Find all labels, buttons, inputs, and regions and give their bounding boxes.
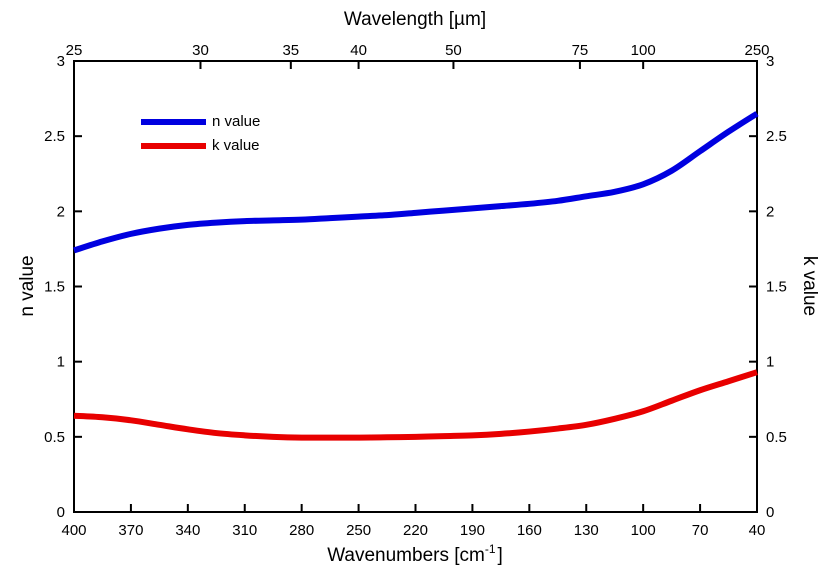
x-tick-label: 190 — [460, 522, 485, 539]
tick-marks — [73, 60, 758, 513]
top-tick-label: 250 — [744, 42, 769, 59]
top-tick-label: 50 — [445, 42, 462, 59]
y-right-tick-label: 1 — [766, 354, 774, 371]
x-tick-label: 400 — [61, 522, 86, 539]
x-tick-label: 130 — [574, 522, 599, 539]
top-tick-label: 30 — [192, 42, 209, 59]
legend-label-n-value: n value — [212, 113, 260, 130]
x-tick-label: 370 — [118, 522, 143, 539]
x-axis-title: Wavenumbers [cm-1] — [327, 542, 503, 566]
y-left-tick-label: 2.5 — [44, 128, 65, 145]
legend-label-k-value: k value — [212, 137, 260, 154]
y-left-tick-label: 1.5 — [44, 279, 65, 296]
x-tick-label: 340 — [175, 522, 200, 539]
x-axis-title-superscript: -1 — [485, 542, 496, 556]
y-right-tick-label: 2 — [766, 203, 774, 220]
y-left-tick-label: 2 — [57, 203, 65, 220]
y-right-tick-label: 1.5 — [766, 279, 787, 296]
y-right-tick-label: 3 — [766, 53, 774, 70]
top-tick-label: 75 — [572, 42, 589, 59]
x-tick-label: 220 — [403, 522, 428, 539]
x-tick-label: 160 — [517, 522, 542, 539]
y-left-tick-label: 0 — [57, 504, 65, 521]
y-right-tick-label: 2.5 — [766, 128, 787, 145]
x-tick-label: 100 — [631, 522, 656, 539]
top-tick-label: 35 — [282, 42, 299, 59]
x-tick-label: 310 — [232, 522, 257, 539]
x-tick-label: 280 — [289, 522, 314, 539]
series-lines — [73, 111, 759, 441]
plot-frame — [73, 60, 758, 513]
top-axis-title: Wavelength [µm] — [344, 9, 486, 30]
series-line-n-value — [73, 111, 759, 254]
top-tick-label: 25 — [66, 42, 83, 59]
series-line-k-value — [73, 369, 758, 441]
y-right-tick-label: 0.5 — [766, 429, 787, 446]
top-tick-label: 40 — [350, 42, 367, 59]
top-tick-label: 100 — [631, 42, 656, 59]
y-left-tick-label: 1 — [57, 354, 65, 371]
x-tick-label: 40 — [749, 522, 766, 539]
x-tick-label: 250 — [346, 522, 371, 539]
y-left-axis-title: n value — [17, 255, 38, 316]
y-right-tick-label: 0 — [766, 504, 774, 521]
y-left-tick-label: 3 — [57, 53, 65, 70]
legend: n value k value — [141, 113, 260, 154]
y-left-tick-label: 0.5 — [44, 429, 65, 446]
x-tick-label: 70 — [692, 522, 709, 539]
y-right-axis-title: k value — [799, 256, 820, 316]
